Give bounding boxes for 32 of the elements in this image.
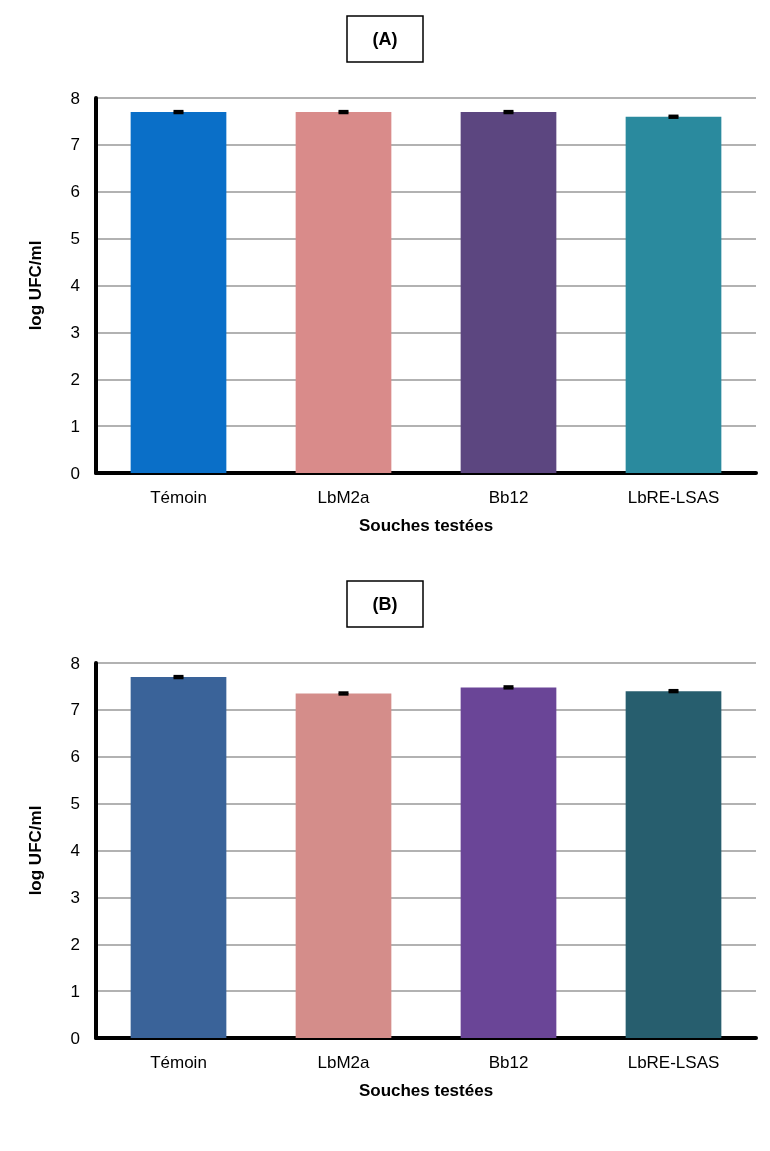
y-tick-label: 6 [70,747,80,767]
x-tick-label: Bb12 [488,1053,529,1072]
y-tick-label: 4 [70,841,80,860]
x-tick-label: LbM2a [317,1053,371,1072]
y-tick-label: 7 [70,700,80,720]
y-tick-label: 6 [70,182,80,202]
y-tick-label: 8 [70,88,80,108]
y-tick-label: 8 [70,653,80,673]
y-axis-title: log UFC/ml [26,240,45,331]
y-tick-label: 3 [70,887,80,907]
y-tick-label: 2 [70,369,80,389]
x-tick-label: LbM2a [317,488,371,507]
x-tick-label: LbRE-LSAS [627,488,720,507]
y-tick-label: 2 [70,934,80,954]
chart-title: (A) [372,29,398,49]
y-tick-label: 3 [70,322,80,342]
y-tick-label: 4 [70,276,80,295]
chart-title: (B) [372,594,398,614]
x-tick-label: Bb12 [488,488,529,507]
y-axis-title: log UFC/ml [26,805,45,896]
y-tick-label: 0 [70,1028,80,1048]
y-tick-label: 7 [70,135,80,155]
x-tick-label: LbRE-LSAS [627,1053,720,1072]
x-axis-title: Souches testées [358,516,494,535]
x-tick-label: Témoin [150,488,207,507]
y-tick-label: 5 [70,794,80,814]
x-tick-label: Témoin [150,1053,207,1072]
y-tick-label: 1 [70,416,80,436]
y-tick-label: 1 [70,981,80,1001]
y-tick-label: 5 [70,229,80,249]
x-axis-title: Souches testées [358,1081,494,1100]
y-tick-label: 0 [70,463,80,483]
